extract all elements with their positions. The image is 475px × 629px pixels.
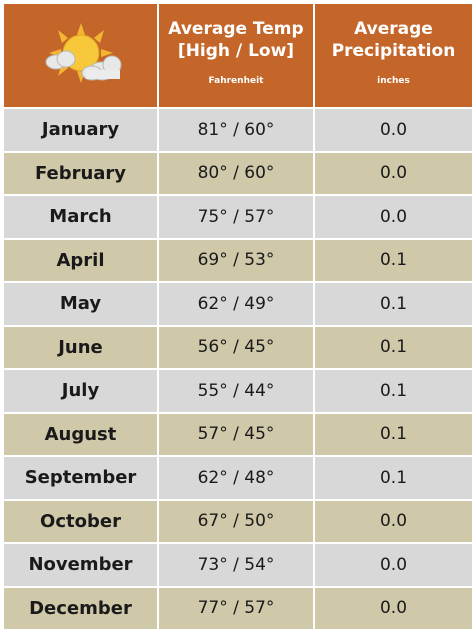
precip-cell: 0.0	[315, 109, 472, 151]
temp-cell: 75° / 57°	[159, 196, 315, 238]
table-row: October 67° / 50° 0.0	[4, 499, 472, 543]
table-row: February 80° / 60° 0.0	[4, 151, 472, 195]
temp-cell: 67° / 50°	[159, 501, 315, 543]
table-row: May 62° / 49° 0.1	[4, 281, 472, 325]
table-row: July 55° / 44° 0.1	[4, 368, 472, 412]
sun-cloud-icon	[36, 21, 126, 91]
table-row: June 56° / 45° 0.1	[4, 325, 472, 369]
table-row: January 81° / 60° 0.0	[4, 107, 472, 151]
month-cell: March	[4, 196, 159, 238]
month-cell: September	[4, 457, 159, 499]
month-cell: July	[4, 370, 159, 412]
precip-cell: 0.1	[315, 370, 472, 412]
month-cell: August	[4, 414, 159, 456]
precip-cell: 0.0	[315, 588, 472, 629]
header-precip: Average Precipitation inches	[315, 4, 472, 107]
precip-cell: 0.0	[315, 153, 472, 195]
temp-title-line1: Average Temp	[168, 18, 303, 40]
table-row: November 73° / 54° 0.0	[4, 542, 472, 586]
month-cell: November	[4, 544, 159, 586]
temp-cell: 73° / 54°	[159, 544, 315, 586]
header-icon-cell	[4, 4, 159, 107]
precip-cell: 0.1	[315, 283, 472, 325]
month-cell: October	[4, 501, 159, 543]
temp-cell: 55° / 44°	[159, 370, 315, 412]
month-cell: December	[4, 588, 159, 629]
table-row: April 69° / 53° 0.1	[4, 238, 472, 282]
temp-cell: 62° / 49°	[159, 283, 315, 325]
table-row: September 62° / 48° 0.1	[4, 455, 472, 499]
temp-cell: 56° / 45°	[159, 327, 315, 369]
table-row: December 77° / 57° 0.0	[4, 586, 472, 629]
precip-title-line1: Average	[332, 18, 456, 40]
month-cell: April	[4, 240, 159, 282]
month-cell: February	[4, 153, 159, 195]
month-cell: June	[4, 327, 159, 369]
precip-cell: 0.1	[315, 327, 472, 369]
temp-cell: 80° / 60°	[159, 153, 315, 195]
precip-title-line2: Precipitation	[332, 40, 456, 62]
month-cell: May	[4, 283, 159, 325]
precip-cell: 0.0	[315, 544, 472, 586]
header-temp: Average Temp [High / Low] Fahrenheit	[159, 4, 315, 107]
precip-unit: inches	[377, 76, 410, 86]
precip-cell: 0.0	[315, 196, 472, 238]
precip-cell: 0.0	[315, 501, 472, 543]
temp-title-line2: [High / Low]	[168, 40, 303, 62]
precip-cell: 0.1	[315, 414, 472, 456]
climate-table: Average Temp [High / Low] Fahrenheit Ave…	[2, 4, 472, 629]
precip-cell: 0.1	[315, 457, 472, 499]
temp-cell: 57° / 45°	[159, 414, 315, 456]
precip-cell: 0.1	[315, 240, 472, 282]
month-cell: January	[4, 109, 159, 151]
table-row: August 57° / 45° 0.1	[4, 412, 472, 456]
temp-cell: 62° / 48°	[159, 457, 315, 499]
table-row: March 75° / 57° 0.0	[4, 194, 472, 238]
temp-cell: 77° / 57°	[159, 588, 315, 629]
temp-unit: Fahrenheit	[209, 76, 264, 86]
temp-cell: 81° / 60°	[159, 109, 315, 151]
temp-cell: 69° / 53°	[159, 240, 315, 282]
table-header: Average Temp [High / Low] Fahrenheit Ave…	[4, 4, 472, 107]
